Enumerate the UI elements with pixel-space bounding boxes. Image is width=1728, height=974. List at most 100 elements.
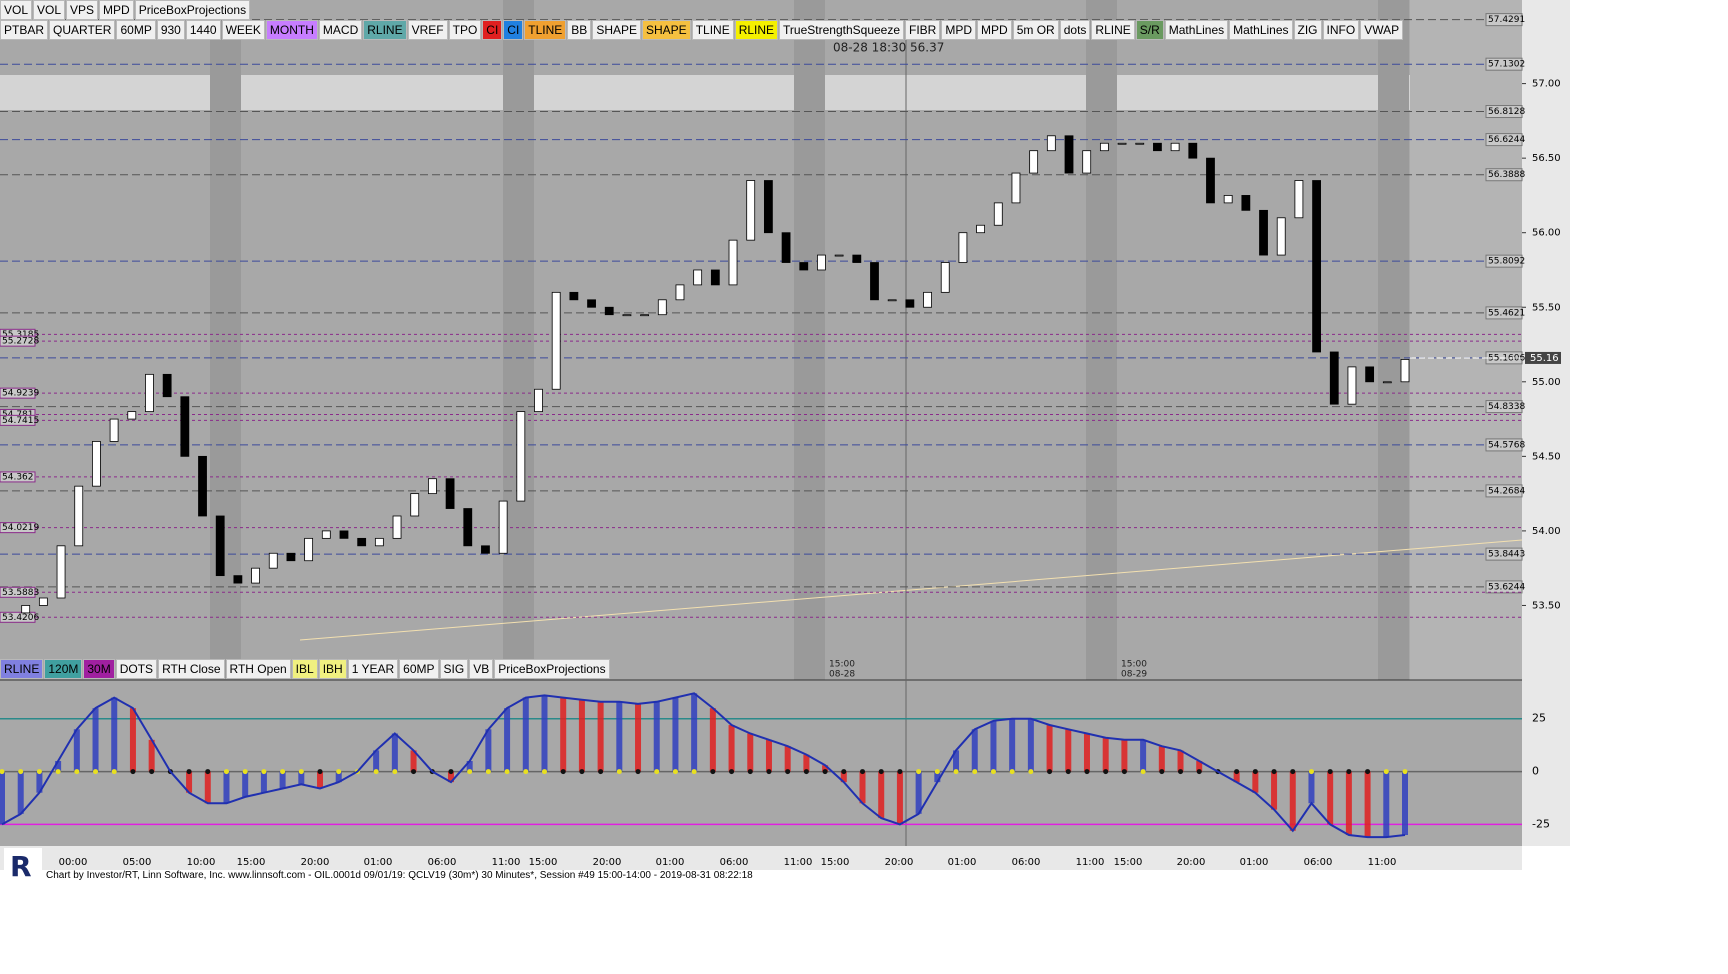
histogram-bar xyxy=(597,701,604,772)
histogram-bar xyxy=(1158,746,1165,772)
histogram-bar xyxy=(1196,760,1203,772)
histogram-bar xyxy=(672,697,679,772)
candle xyxy=(286,552,296,562)
histogram-bar xyxy=(373,750,380,772)
toolbar-button[interactable]: VOL xyxy=(33,0,66,20)
histogram-bar xyxy=(55,760,62,772)
level-label: 56.3888 xyxy=(1488,170,1525,180)
candle xyxy=(887,299,897,302)
toolbar-button[interactable]: TPO xyxy=(448,20,482,40)
signal-dot xyxy=(0,769,5,775)
histogram-bar xyxy=(223,771,230,804)
toolbar-button[interactable]: MathLines xyxy=(1229,20,1293,40)
toolbar-button[interactable]: INFO xyxy=(1322,20,1360,40)
toolbar-button[interactable]: dots xyxy=(1059,20,1091,40)
toolbar-button[interactable]: 60MP xyxy=(399,659,439,679)
signal-dot xyxy=(766,769,772,775)
toolbar-button[interactable]: SHAPE xyxy=(592,20,641,40)
histogram-bar xyxy=(616,701,623,772)
histogram-bar xyxy=(1327,771,1334,825)
toolbar-button[interactable]: MONTH xyxy=(265,20,318,40)
current-price-box xyxy=(1525,351,1561,364)
toolbar-button[interactable]: 1 YEAR xyxy=(347,659,399,679)
toolbar-button[interactable]: MPD xyxy=(977,20,1012,40)
signal-dot xyxy=(111,769,117,775)
candle xyxy=(198,455,207,517)
toolbar-button[interactable]: TLINE xyxy=(691,20,734,40)
histogram-bar xyxy=(915,771,922,814)
signal-dot xyxy=(710,769,716,775)
session-shade xyxy=(210,0,241,680)
toolbar-button[interactable]: CI xyxy=(482,20,503,40)
toolbar-button[interactable]: RTH Open xyxy=(225,659,291,679)
toolbar-button[interactable]: TLINE xyxy=(524,20,567,40)
candle xyxy=(1188,142,1198,159)
toolbar-button[interactable]: 30M xyxy=(83,659,115,679)
toolbar-button[interactable]: VOL xyxy=(0,0,33,20)
price-panel xyxy=(0,0,1522,680)
candle xyxy=(1153,142,1162,152)
signal-dot xyxy=(411,769,417,775)
level-label: 55.2728 xyxy=(2,337,39,347)
signal-dot xyxy=(149,769,155,775)
toolbar-button[interactable]: PTBAR xyxy=(0,20,49,40)
toolbar-button[interactable]: BB xyxy=(567,20,592,40)
x-tick-label: 06:00 xyxy=(428,857,457,868)
toolbar-button[interactable]: 120M xyxy=(44,659,83,679)
toolbar-button[interactable]: TrueStrengthSqueeze xyxy=(779,20,905,40)
level-label: 54.8338 xyxy=(1488,402,1525,412)
signal-dot xyxy=(598,769,604,775)
toolbar-button[interactable]: PriceBoxProjections xyxy=(134,0,251,20)
toolbar-button[interactable]: MPD xyxy=(99,0,134,20)
toolbar-button[interactable]: VREF xyxy=(407,20,448,40)
candle xyxy=(1170,142,1180,152)
toolbar-button[interactable]: RLINE xyxy=(0,659,44,679)
toolbar-button[interactable]: DOTS xyxy=(115,659,158,679)
histogram-bar xyxy=(447,771,454,783)
signal-dot xyxy=(1346,769,1352,775)
toolbar-button[interactable]: CI xyxy=(503,20,524,40)
toolbar-button[interactable]: S/R xyxy=(1135,20,1164,40)
toolbar-button[interactable]: ZIG xyxy=(1293,20,1322,40)
toolbar-button[interactable]: MathLines xyxy=(1164,20,1229,40)
histogram-bar xyxy=(934,771,941,783)
histogram-bar xyxy=(541,695,548,772)
toolbar-button[interactable]: SIG xyxy=(439,659,469,679)
toolbar-button[interactable]: FIBR xyxy=(905,20,941,40)
toolbar-button[interactable]: QUARTER xyxy=(49,20,116,40)
histogram-bar xyxy=(391,733,398,772)
candle xyxy=(976,224,985,234)
toolbar-button[interactable]: VPS xyxy=(66,0,99,20)
toolbar-button[interactable]: PriceBoxProjections xyxy=(494,659,610,679)
toolbar-button[interactable]: 930 xyxy=(156,20,185,40)
level-label-box xyxy=(1485,57,1523,71)
toolbar-button[interactable]: WEEK xyxy=(221,20,265,40)
histogram-bar xyxy=(1289,771,1296,831)
toolbar-button[interactable]: IBL xyxy=(291,659,318,679)
toolbar-button[interactable]: RLINE xyxy=(734,20,779,40)
toolbar-button[interactable]: SHAPE xyxy=(642,20,691,40)
toolbar-button[interactable]: RTH Close xyxy=(158,659,225,679)
level-label-box xyxy=(1485,133,1523,147)
histogram-bar xyxy=(822,765,829,772)
toolbar-button[interactable]: VWAP xyxy=(1360,20,1404,40)
toolbar-button[interactable]: RLINE xyxy=(363,20,407,40)
level-label-box xyxy=(1485,400,1523,414)
signal-dot xyxy=(934,769,940,775)
level-label-box xyxy=(1485,168,1523,182)
signal-dot xyxy=(55,769,61,775)
toolbar-button[interactable]: 1440 xyxy=(185,20,221,40)
toolbar-button[interactable]: RLINE xyxy=(1091,20,1135,40)
toolbar-button[interactable]: MPD xyxy=(941,20,977,40)
x-tick-label: 11:00 xyxy=(492,857,521,868)
toolbar-button[interactable]: MACD xyxy=(318,20,363,40)
candle xyxy=(445,478,455,509)
toolbar-button[interactable]: 5m OR xyxy=(1012,20,1059,40)
candle xyxy=(109,418,119,442)
toolbar-button[interactable]: IBH xyxy=(318,659,347,679)
toolbar-button[interactable]: 60MP xyxy=(116,20,156,40)
toolbar-button[interactable]: VB xyxy=(469,659,494,679)
x-tick-label: 15:00 xyxy=(821,857,850,868)
candle xyxy=(1223,195,1233,204)
candle xyxy=(693,269,703,286)
